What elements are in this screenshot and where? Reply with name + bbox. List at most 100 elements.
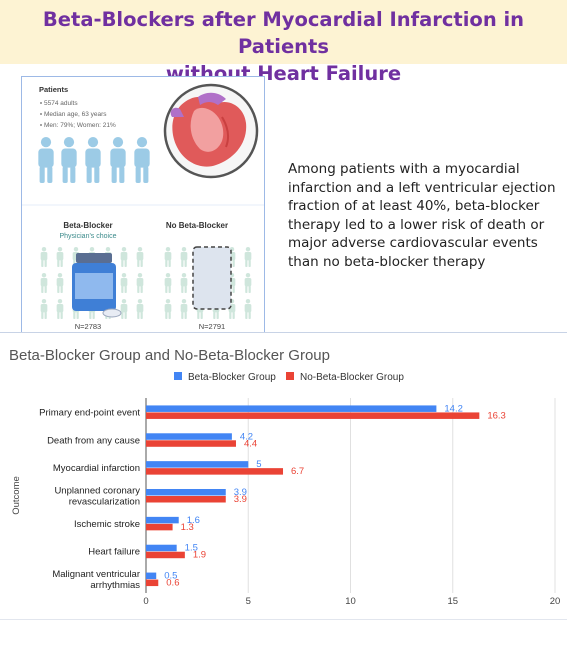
section-divider <box>0 332 567 333</box>
crowd-person-icon <box>40 299 48 319</box>
empty-bottle-outline-icon <box>192 246 232 310</box>
heart-chamber <box>190 107 224 152</box>
heart-wall <box>221 116 230 148</box>
crowd-person-icon <box>164 247 172 267</box>
bar <box>146 433 232 440</box>
data-label: 6.7 <box>291 466 304 477</box>
category-label: Primary end-point event <box>39 407 140 418</box>
bar <box>146 412 480 419</box>
person-icon <box>61 137 77 183</box>
bar <box>146 405 437 412</box>
patient-fact-3: Men: 79%; Women: 21% <box>44 122 116 129</box>
crowd-person-icon <box>244 247 252 267</box>
category-label: Myocardial infarction <box>53 463 140 474</box>
legend-swatch <box>174 372 182 380</box>
pill-icon <box>102 308 122 318</box>
y-axis-label: Outcome <box>11 476 22 515</box>
data-label: 3.9 <box>234 487 247 498</box>
patient-fact-2: Median age, 63 years <box>44 111 107 118</box>
title-banner <box>0 0 567 64</box>
crowd-person-icon <box>180 273 188 293</box>
crowd-person-icon <box>120 273 128 293</box>
crowd-person-icon <box>40 273 48 293</box>
data-label: 1.3 <box>181 522 194 533</box>
bar <box>146 440 236 447</box>
category-label: revascularization <box>69 497 140 508</box>
bar <box>146 516 179 524</box>
data-label: 3.9 <box>234 494 247 505</box>
category-label: Ischemic stroke <box>74 519 140 530</box>
title-line-1: Beta-Blockers after Myocardial Infarctio… <box>42 8 525 58</box>
group-beta-label: Beta-Blocker <box>63 221 112 230</box>
person-icon <box>134 137 150 183</box>
crowd-person-icon <box>136 299 144 319</box>
fact-bullet <box>40 124 42 126</box>
person-icon <box>38 137 54 183</box>
page-title: Beta-Blockers after Myocardial Infarctio… <box>0 6 567 87</box>
patient-facts: 5574 adults Median age, 63 years Men: 79… <box>40 100 116 129</box>
bar <box>146 551 185 559</box>
crowd-person-icon <box>164 299 172 319</box>
legend-label: Beta-Blocker Group <box>188 372 276 383</box>
crowd-person-icon <box>136 247 144 267</box>
data-label: 0.6 <box>166 578 179 589</box>
data-label: 1.5 <box>185 543 198 554</box>
x-tick-label: 15 <box>447 596 458 607</box>
crowd-person-icon <box>136 273 144 293</box>
bar-chart-svg: Beta-Blocker Group and No-Beta-Blocker G… <box>9 347 561 607</box>
category-label: arrhythmias <box>90 580 140 591</box>
crowd-person-icon <box>244 299 252 319</box>
x-tick-label: 0 <box>143 596 148 607</box>
crowd-person-icon <box>164 273 172 293</box>
pill-bottle-icon <box>72 253 122 318</box>
group-no-beta-label: No Beta-Blocker <box>166 221 228 230</box>
bar <box>146 579 159 587</box>
bottle-label <box>75 273 113 299</box>
chart-title: Beta-Blocker Group and No-Beta-Blocker G… <box>9 347 330 364</box>
patient-fact-1: 5574 adults <box>44 100 78 107</box>
category-label: Unplanned coronary <box>54 486 140 497</box>
legend-swatch <box>286 372 294 380</box>
x-tick-label: 5 <box>246 596 251 607</box>
data-label: 5 <box>256 459 261 470</box>
person-icon <box>110 137 126 183</box>
data-label: 4.4 <box>244 438 257 449</box>
data-label: 16.3 <box>487 410 506 421</box>
bar <box>146 461 249 468</box>
group-beta-count: N=2783 <box>75 322 101 331</box>
group-no-beta-count: N=2791 <box>199 322 225 331</box>
legend-label: No-Beta-Blocker Group <box>300 372 404 383</box>
bar <box>146 489 226 496</box>
x-tick-label: 10 <box>345 596 356 607</box>
crowd-person-icon <box>40 247 48 267</box>
bottom-divider <box>0 619 567 620</box>
bottle-cap <box>76 253 112 263</box>
bar <box>146 496 226 503</box>
data-label: 1.6 <box>187 515 200 526</box>
crowd-person-icon <box>56 273 64 293</box>
category-label: Heart failure <box>88 547 140 558</box>
heart-illustration <box>163 83 259 179</box>
bar <box>146 468 284 475</box>
crowd-person-icon <box>180 299 188 319</box>
data-label: 0.5 <box>164 571 177 582</box>
category-label: Malignant ventricular <box>52 569 140 580</box>
patient-figures-row <box>38 137 150 183</box>
outcome-chart: Beta-Blocker Group and No-Beta-Blocker G… <box>0 338 567 618</box>
x-tick-label: 20 <box>550 596 561 607</box>
crowd-person-icon <box>56 299 64 319</box>
patients-heading: Patients <box>39 85 68 94</box>
group-beta-sublabel: Physician's choice <box>60 233 117 240</box>
crowd-person-icon <box>120 299 128 319</box>
crowd-person-icon <box>120 247 128 267</box>
crowd-person-icon <box>180 247 188 267</box>
infographic-canvas: Patients 5574 adults Median age, 63 year… <box>22 83 264 331</box>
fact-bullet <box>40 102 42 104</box>
data-label: 4.2 <box>240 431 253 442</box>
trial-infographic: Patients 5574 adults Median age, 63 year… <box>21 76 265 333</box>
crowd-person-icon <box>244 273 252 293</box>
crowd-person-icon <box>56 247 64 267</box>
bar <box>146 572 157 580</box>
data-label: 14.2 <box>444 403 463 414</box>
data-label: 1.9 <box>193 550 206 561</box>
